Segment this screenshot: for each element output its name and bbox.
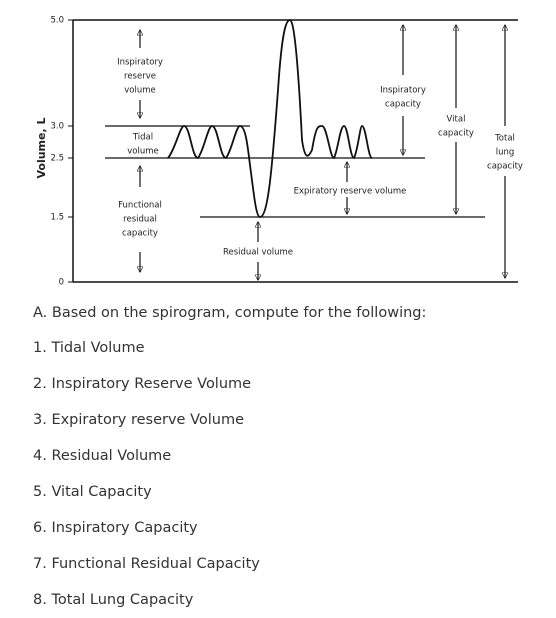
tick-label: 5.0 (50, 16, 64, 26)
annotation-label: capacity (385, 100, 421, 110)
annotation-label: lung (496, 148, 515, 158)
annotation-label: Inspiratory (380, 86, 426, 96)
tick-label: 3.0 (50, 122, 64, 132)
question-list: 1. Tidal Volume 2. Inspiratory Reserve Vo… (33, 340, 260, 608)
annotations: Inspiratory reserve volume Tidal volume Funct… (117, 58, 523, 258)
annotation-label: Tidal (132, 133, 153, 143)
spirogram: Volume, L 5.0 3.0 2.5 1.5 0 (35, 16, 518, 288)
annotation-label: reserve (124, 72, 156, 82)
question-item: 5. Vital Capacity (33, 484, 152, 500)
annotation-label: Total (494, 134, 515, 144)
annotation-label: Functional (118, 201, 162, 211)
annotation-label: Expiratory reserve volume (294, 187, 407, 197)
y-axis-label: Volume, L (35, 117, 48, 178)
annotation-label: Residual volume (223, 248, 293, 258)
annotation-label: residual (123, 215, 157, 225)
annotation-label: volume (124, 86, 156, 96)
question-item: 3. Expiratory reserve Volume (33, 412, 244, 428)
question-item: 6. Inspiratory Capacity (33, 520, 198, 536)
annotation-label: capacity (487, 162, 523, 172)
annotation-label: capacity (122, 229, 158, 239)
tick-label: 0 (59, 278, 64, 288)
question-item: 2. Inspiratory Reserve Volume (33, 376, 251, 392)
annotation-label: volume (127, 147, 159, 157)
question-item: 7. Functional Residual Capacity (33, 556, 260, 572)
tick-label: 1.5 (50, 213, 64, 223)
annotation-label: Vital (447, 115, 466, 125)
question-heading: A. Based on the spirogram, compute for t… (33, 305, 426, 321)
question-item: 4. Residual Volume (33, 448, 171, 464)
question-item: 8. Total Lung Capacity (33, 592, 194, 608)
annotation-label: capacity (438, 129, 474, 139)
question-item: 1. Tidal Volume (33, 340, 145, 356)
tick-label: 2.5 (50, 154, 64, 164)
annotation-label: Inspiratory (117, 58, 163, 68)
volume-trace (167, 19, 373, 218)
